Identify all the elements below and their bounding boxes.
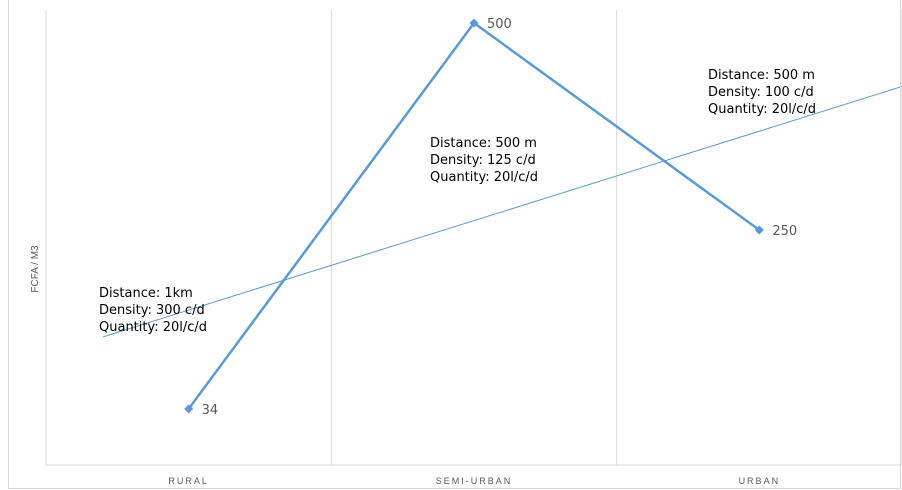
data-point-marker: [184, 404, 194, 414]
annotation-urban-distance: Distance: 500 m: [708, 68, 815, 83]
annotation-urban: Distance: 500 m Density: 100 c/d Quantit…: [708, 67, 816, 118]
trendline: [102, 85, 902, 338]
annotation-semi-urban-density: Density: 125 c/d: [430, 153, 536, 168]
annotation-rural-quantity: Quantity: 20l/c/d: [99, 320, 208, 335]
annotation-semi-urban-distance: Distance: 500 m: [430, 136, 537, 151]
annotation-semi-urban: Distance: 500 m Density: 125 c/d Quantit…: [430, 135, 538, 186]
data-label: 250: [772, 224, 797, 239]
data-point-marker: [754, 225, 764, 235]
y-axis-label: FCFA / M3: [30, 245, 41, 293]
x-tick-label: URBAN: [739, 476, 781, 486]
annotation-urban-quantity: Quantity: 20l/c/d: [708, 102, 817, 117]
annotation-semi-urban-quantity: Quantity: 20l/c/d: [430, 170, 539, 185]
series-line: [187, 21, 761, 410]
annotation-rural: Distance: 1km Density: 300 c/d Quantity:…: [99, 285, 207, 336]
x-tick-label: SEMI-URBAN: [436, 476, 513, 486]
annotation-rural-density: Density: 300 c/d: [99, 303, 205, 318]
data-label: 500: [487, 17, 512, 32]
annotation-urban-density: Density: 100 c/d: [708, 85, 814, 100]
data-label: 34: [202, 403, 219, 418]
annotation-rural-distance: Distance: 1km: [99, 286, 193, 301]
x-tick-label: RURAL: [168, 476, 209, 486]
data-point-marker: [469, 18, 479, 28]
